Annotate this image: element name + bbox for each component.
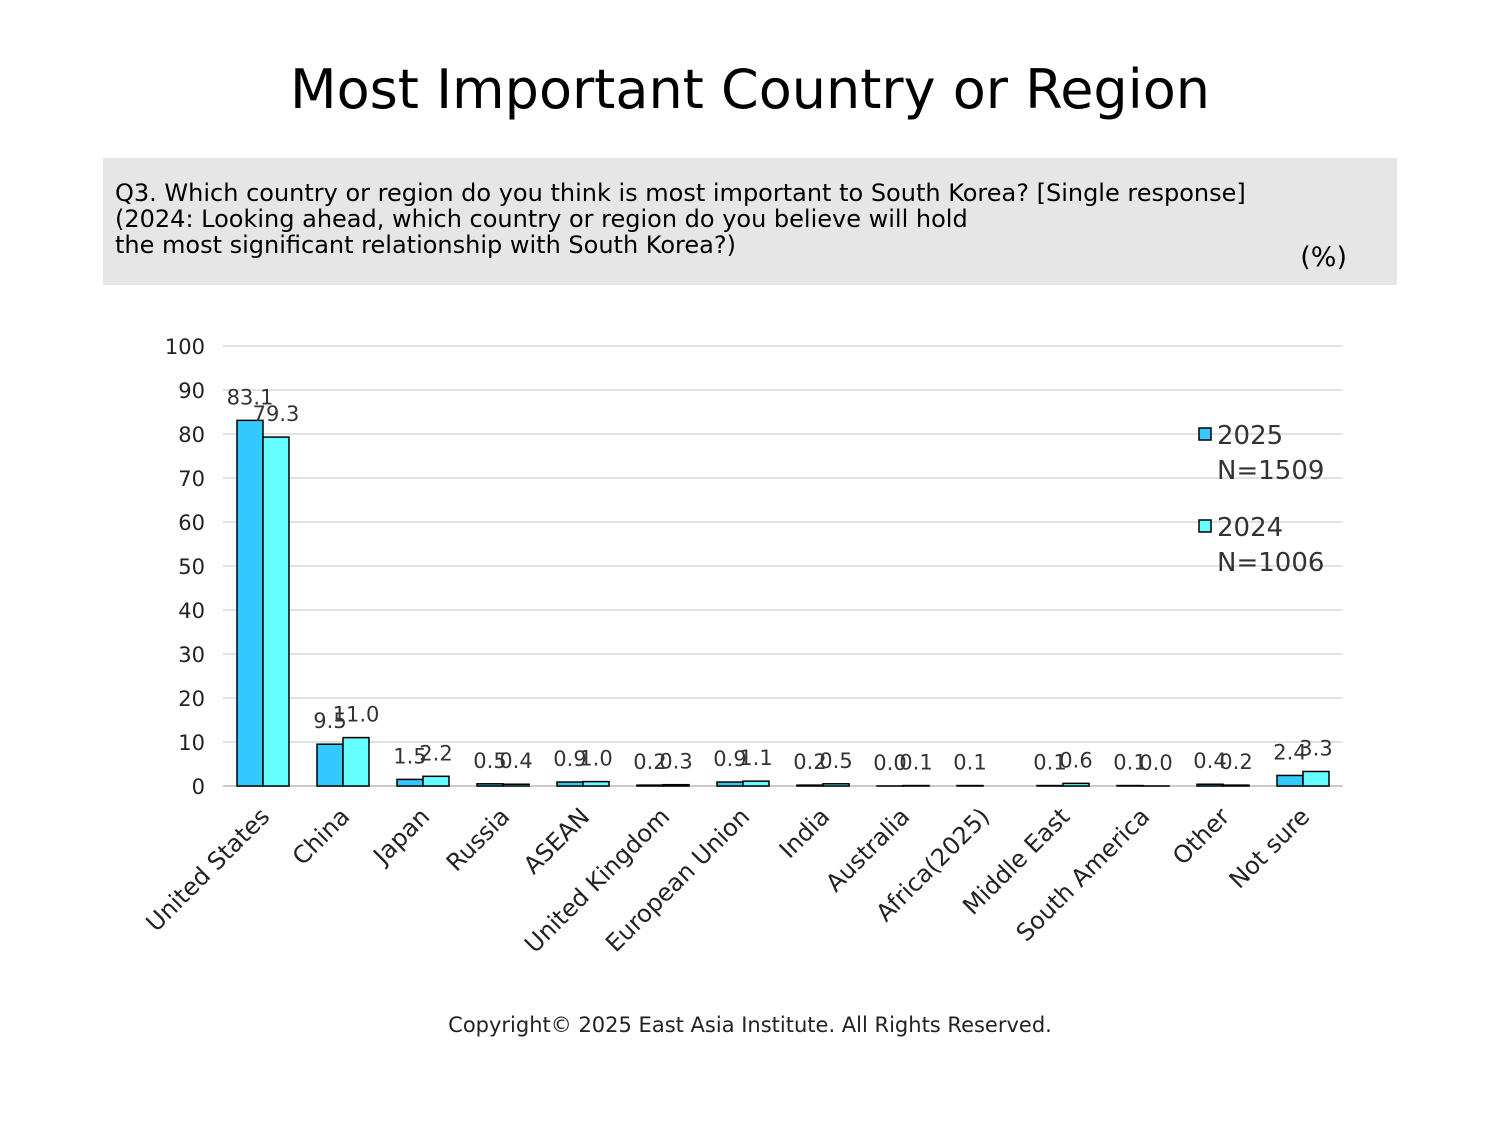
- data-label: 0.0: [873, 751, 906, 775]
- unit-label: (%): [1300, 242, 1347, 273]
- bar-2024: [502, 783, 530, 787]
- data-label: 0.4: [499, 749, 532, 773]
- y-tick-label: 10: [178, 731, 205, 755]
- bar-2024: [582, 780, 610, 787]
- x-tick-label: European Union: [600, 802, 755, 957]
- x-tick-label: United States: [141, 802, 276, 937]
- x-tick-label: ASEAN: [518, 802, 595, 879]
- data-label: 83.1: [227, 385, 274, 409]
- data-label: 0.1: [1113, 751, 1146, 775]
- data-label: 1.1: [739, 746, 772, 770]
- data-label: 0.2: [633, 750, 666, 774]
- data-label: 0.2: [793, 750, 826, 774]
- legend-label: 2024: [1217, 513, 1283, 543]
- data-label: 0.1: [1033, 751, 1066, 775]
- y-tick-label: 70: [178, 467, 205, 491]
- bar-2025: [396, 778, 424, 787]
- bar-2025: [476, 783, 504, 787]
- y-tick-label: 90: [178, 379, 205, 403]
- y-tick-label: 60: [178, 511, 205, 535]
- bar-2025: [236, 419, 264, 787]
- x-tick-label: Japan: [367, 802, 436, 871]
- bar-2024: [742, 780, 770, 787]
- bar-2025: [1276, 774, 1304, 787]
- y-tick-label: 50: [178, 555, 205, 579]
- bar-2025: [1196, 783, 1224, 787]
- bar-2024: [1222, 784, 1250, 787]
- data-label: 79.3: [253, 402, 300, 426]
- copyright-text: Copyright© 2025 East Asia Institute. All…: [448, 1013, 1052, 1037]
- data-label: 1.0: [579, 747, 612, 771]
- page-title: Most Important Country or Region: [290, 58, 1210, 121]
- y-tick-label: 80: [178, 423, 205, 447]
- bar-2024: [422, 775, 450, 787]
- y-tick-label: 20: [178, 687, 205, 711]
- x-tick-label: Other: [1167, 802, 1235, 870]
- y-tick-label: 40: [178, 599, 205, 623]
- data-label: 0.0: [1139, 751, 1172, 775]
- x-tick-label: China: [287, 802, 355, 870]
- x-tick-label: United Kingdom: [519, 802, 675, 958]
- legend-label: 2025: [1217, 421, 1283, 451]
- data-label: 0.9: [553, 747, 586, 771]
- data-label: 11.0: [333, 703, 380, 727]
- legend-sublabel: N=1509: [1217, 456, 1324, 486]
- x-tick-label: Russia: [441, 802, 515, 876]
- bar-2025: [636, 784, 664, 787]
- data-label: 0.1: [953, 751, 986, 775]
- bar-2024: [662, 783, 690, 787]
- y-tick-label: 30: [178, 643, 205, 667]
- y-tick-label: 0: [192, 775, 205, 799]
- data-label: 0.1: [899, 751, 932, 775]
- bar-chart: 0 10 20 30 40 50 60 70 80 90 100 83.179.3 United Sta…: [141, 335, 1343, 958]
- data-label: 9.5: [313, 709, 346, 733]
- data-label: 0.9: [713, 747, 746, 771]
- data-label: 1.5: [393, 744, 426, 768]
- question-text: Q3. Which country or region do you think…: [115, 179, 1246, 259]
- bar-2024: [342, 736, 370, 787]
- data-label: 0.4: [1193, 749, 1226, 773]
- bar-2025: [316, 743, 344, 787]
- bar-2025: [556, 781, 584, 787]
- question-box: Q3. Which country or region do you think…: [103, 158, 1397, 285]
- y-tick-label: 100: [165, 335, 205, 359]
- bar-2024: [1302, 770, 1330, 787]
- data-label: 2.4: [1273, 740, 1306, 764]
- bar-2025: [716, 781, 744, 787]
- legend-swatch-2025: [1198, 427, 1212, 441]
- data-label: 0.5: [819, 749, 852, 773]
- legend-swatch-2024: [1198, 519, 1212, 533]
- data-label: 0.2: [1219, 750, 1252, 774]
- data-label: 0.3: [659, 750, 692, 774]
- bar-2025: [796, 784, 824, 787]
- data-label: 0.6: [1059, 748, 1092, 772]
- data-label: 2.2: [419, 741, 452, 765]
- x-tick-label: Not sure: [1224, 802, 1316, 894]
- bar-2024: [1062, 782, 1090, 787]
- bar-2024: [262, 436, 290, 787]
- data-label: 0.5: [473, 749, 506, 773]
- bar-2024: [822, 783, 850, 787]
- x-tick-label: India: [774, 802, 835, 863]
- data-label: 3.3: [1299, 736, 1332, 760]
- legend-sublabel: N=1006: [1217, 548, 1324, 578]
